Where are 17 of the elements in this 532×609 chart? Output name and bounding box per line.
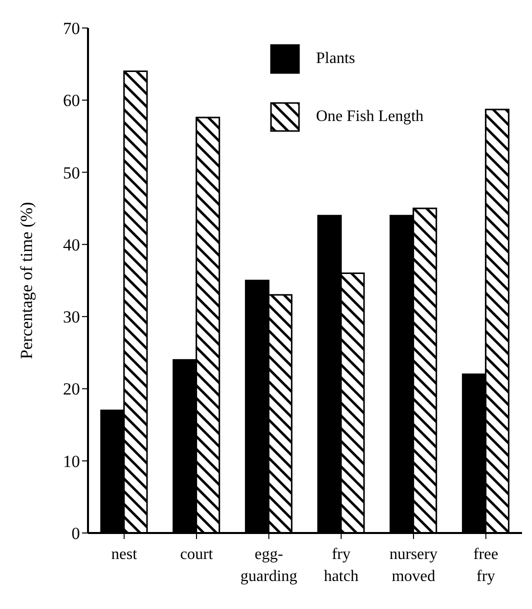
x-tick-label: court [180,546,214,563]
legend-label: One Fish Length [316,108,424,126]
x-tick-label: egg- guarding [240,546,298,585]
y-tick-label: 60 [63,91,80,110]
y-tick-label: 70 [63,19,80,38]
x-tick-label: free fry [473,546,498,585]
y-tick-label: 20 [63,380,80,399]
y-tick-label: 40 [63,235,80,254]
x-tick-label: nest [111,546,138,563]
y-tick-label: 0 [72,524,80,544]
x-tick-label: nursery moved [390,546,438,585]
y-tick-label: 30 [63,308,80,327]
y-axis-title: Percentage of time (%) [17,202,36,360]
y-tick-label: 50 [63,163,80,182]
y-tick-label: 10 [63,452,80,471]
x-tick-label: fry hatch [324,546,358,585]
legend-label: Plants [316,50,356,68]
